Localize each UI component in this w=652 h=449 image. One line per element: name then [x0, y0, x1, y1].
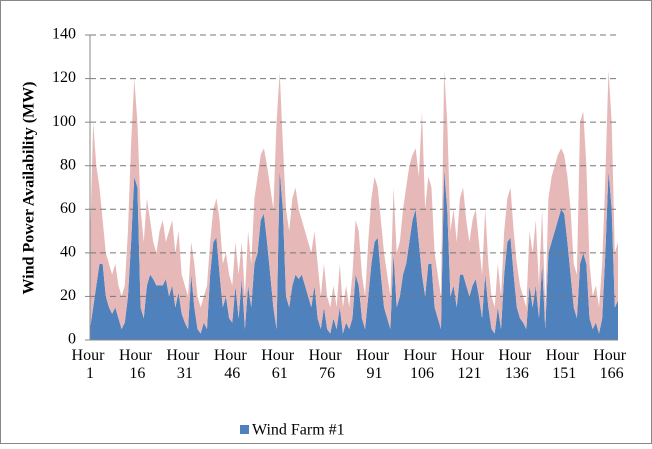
label-line: 1: [86, 365, 94, 382]
y-tick-label: 60: [60, 200, 76, 217]
y-tick-label: 20: [60, 287, 76, 304]
y-tick-label: 40: [60, 244, 76, 261]
area: [90, 170, 618, 340]
x-tick-label: Hour 46: [214, 347, 251, 382]
y-tick-label: 120: [52, 69, 76, 86]
x-tick-label: Hour 16: [119, 347, 156, 382]
x-tick-label: Hour 136: [498, 347, 535, 382]
label-line: 31: [177, 365, 193, 382]
label-line: Hour: [593, 347, 630, 364]
legend-label: Wind Farm #1: [252, 422, 345, 439]
label-line: Hour: [261, 347, 298, 364]
x-tick-label: Hour 151: [546, 347, 583, 382]
label-line: Hour: [498, 347, 535, 364]
y-tick-label: 100: [52, 113, 76, 130]
label-line: 166: [600, 365, 624, 382]
y-axis-label: Wind Power Availability (MW): [21, 82, 38, 295]
y-tick-label: 140: [52, 26, 76, 43]
label-line: 136: [505, 365, 529, 382]
label-line: 106: [410, 365, 434, 382]
label-line: Hour: [356, 347, 393, 364]
x-tick-label: Hour 1: [72, 347, 109, 382]
label-line: Hour: [404, 347, 441, 364]
label-line: Hour: [546, 347, 583, 364]
label-line: Hour: [166, 347, 203, 364]
label-line: 151: [552, 365, 576, 382]
x-tick-label: Hour 61: [261, 347, 298, 382]
x-tick-label: Hour 166: [593, 347, 630, 382]
label-line: 61: [272, 365, 288, 382]
label-line: Hour: [72, 347, 109, 364]
x-tick-label: Hour 106: [404, 347, 441, 382]
label-line: 46: [224, 365, 240, 382]
x-tick-label: Hour 91: [356, 347, 393, 382]
y-tick-label: 80: [60, 156, 76, 173]
label-line: Hour: [119, 347, 156, 364]
x-tick-label: Hour 76: [309, 347, 346, 382]
label-line: Hour: [214, 347, 251, 364]
legend-swatch: [240, 425, 249, 434]
area: [90, 69, 618, 334]
label-line: Hour: [309, 347, 346, 364]
x-tick-label: Hour 121: [451, 347, 488, 382]
x-tick-label: Hour 31: [166, 347, 203, 382]
label-line: 16: [129, 365, 145, 382]
label-line: Hour: [451, 347, 488, 364]
label-line: 121: [457, 365, 481, 382]
y-tick-label: 0: [68, 331, 76, 348]
label-line: 91: [367, 365, 383, 382]
label-line: 76: [319, 365, 335, 382]
